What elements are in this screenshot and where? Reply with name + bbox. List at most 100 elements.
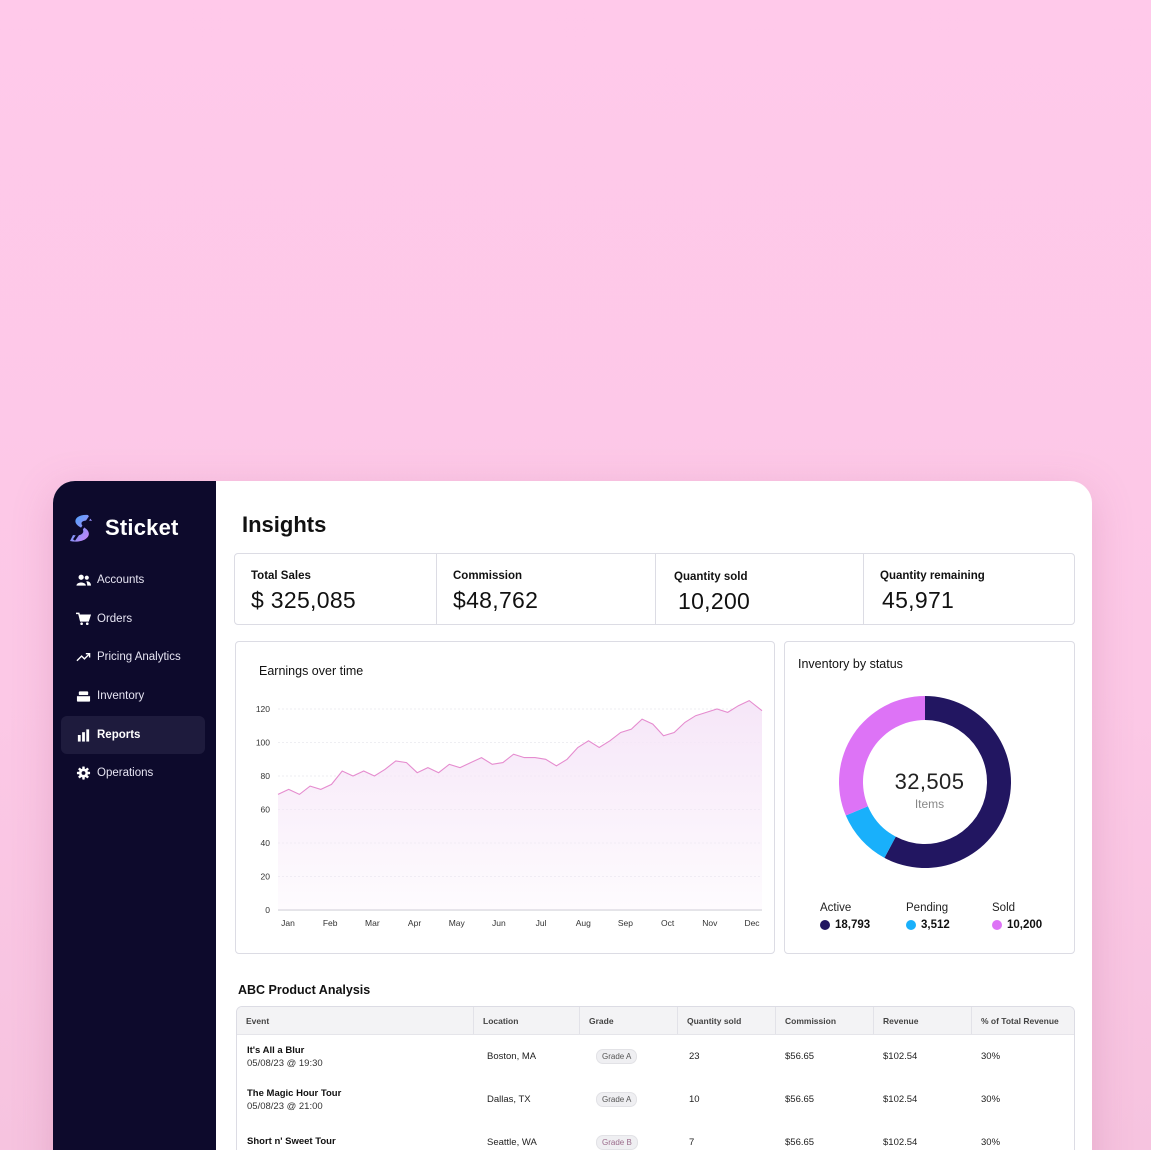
legend-value: 3,512	[921, 919, 950, 931]
y-tick-label: 100	[256, 738, 270, 748]
x-tick-label: May	[449, 918, 466, 928]
x-tick-label: Jan	[281, 918, 295, 928]
sidebar-item-label: Inventory	[97, 690, 145, 703]
sidebar-item-label: Accounts	[97, 574, 145, 586]
inventory-card: Inventory by status 32,505 Items Active …	[784, 641, 1075, 954]
kpi-row: Total Sales $ 325,085 Commission $48,762…	[234, 553, 1075, 625]
earnings-title: Earnings over time	[259, 664, 364, 678]
column-header-commission[interactable]: Commission	[776, 1007, 874, 1034]
kpi-value: 45,971	[882, 587, 955, 613]
y-tick-label: 20	[261, 872, 271, 882]
table-row[interactable]: Short n' Sweet Tour Seattle, WA Grade B …	[237, 1121, 1074, 1150]
column-header-pct-total-revenue[interactable]: % of Total Revenue	[981, 1015, 1059, 1026]
cart-icon	[75, 612, 91, 626]
revenue: $102.54	[883, 1094, 918, 1105]
event-name: Short n' Sweet Tour	[247, 1136, 336, 1147]
table-title: ABC Product Analysis	[238, 983, 371, 997]
revenue: $102.54	[883, 1051, 918, 1062]
x-tick-label: Jul	[536, 918, 547, 928]
legend-active: Active 18,793	[820, 902, 870, 931]
grade-badge: Grade A	[596, 1049, 638, 1064]
legend-sold: Sold 10,200	[992, 902, 1042, 931]
gear-icon	[75, 766, 91, 780]
pct-total-revenue: 30%	[981, 1094, 1001, 1105]
x-tick-label: Dec	[744, 918, 760, 928]
x-tick-label: Aug	[576, 918, 591, 928]
kpi-quantity-sold: Quantity sold 10,200	[656, 554, 864, 624]
legend-label: Active	[820, 902, 852, 914]
donut-slice-active[interactable]	[884, 696, 1011, 868]
inventory-donut-chart	[839, 696, 1011, 868]
x-tick-label: Oct	[661, 918, 675, 928]
pct-total-revenue: 30%	[981, 1137, 1001, 1148]
column-header-quantity-sold[interactable]: Quantity sold	[678, 1007, 776, 1034]
grade-badge: Grade B	[596, 1135, 638, 1150]
app-name: Sticket	[105, 515, 179, 540]
event-location: Seattle, WA	[487, 1137, 537, 1148]
x-tick-label: Mar	[365, 918, 380, 928]
column-header-revenue[interactable]: Revenue	[874, 1007, 972, 1034]
kpi-commission: Commission $48,762	[437, 554, 656, 624]
bar-chart-icon	[75, 728, 91, 742]
sidebar-item-accounts[interactable]: Accounts	[61, 561, 205, 599]
sidebar-item-label: Orders	[97, 612, 133, 625]
event-date: 05/08/23 @ 19:30	[247, 1057, 323, 1069]
column-header-event[interactable]: Event	[237, 1007, 474, 1034]
logo[interactable]: Sticket	[68, 513, 179, 543]
commission: $56.65	[785, 1051, 815, 1062]
legend-dot	[820, 920, 830, 930]
commission: $56.65	[785, 1094, 815, 1105]
sidebar-item-label: Operations	[97, 767, 154, 780]
table-header: Event Location Grade Quantity sold Commi…	[237, 1007, 1074, 1035]
legend-label: Pending	[906, 902, 949, 914]
earnings-area	[278, 700, 762, 910]
earnings-card: Earnings over time 0 20 40 60 80 100 120 Jan Feb…	[235, 641, 775, 954]
x-tick-label: Feb	[323, 918, 338, 928]
quantity-sold: 23	[689, 1051, 700, 1062]
users-icon	[75, 573, 91, 587]
kpi-total-sales: Total Sales $ 325,085	[235, 554, 437, 624]
pct-total-revenue: 30%	[981, 1051, 1001, 1062]
commission: $56.65	[785, 1137, 815, 1148]
sidebar-item-label: Pricing Analytics	[97, 651, 181, 664]
x-tick-label: Sep	[618, 918, 633, 928]
main-content: Insights Total Sales $ 325,085 Commissio…	[216, 481, 1092, 1150]
sidebar-item-pricing-analytics[interactable]: Pricing Analytics	[61, 638, 205, 676]
sidebar-item-label: Reports	[97, 728, 141, 741]
quantity-sold: 7	[689, 1137, 695, 1148]
x-tick-label: Jun	[492, 918, 506, 928]
donut-slice-pending[interactable]	[845, 806, 896, 858]
y-tick-label: 0	[265, 905, 270, 915]
x-tick-label: Apr	[408, 918, 421, 928]
app-window: Sticket Accounts Orders Pricing Analytic…	[53, 481, 1092, 1150]
sidebar: Sticket Accounts Orders Pricing Analytic…	[53, 481, 216, 1150]
y-tick-label: 40	[261, 838, 271, 848]
sidebar-item-reports[interactable]: Reports	[61, 715, 205, 754]
kpi-value: 10,200	[678, 588, 751, 614]
sidebar-item-inventory[interactable]: Inventory	[61, 677, 205, 715]
legend-dot	[992, 920, 1002, 930]
kpi-label: Commission	[453, 570, 523, 582]
sticket-logo-icon	[70, 514, 92, 542]
kpi-value: $48,762	[453, 587, 539, 613]
product-table: Event Location Grade Quantity sold Commi…	[236, 1006, 1075, 1150]
inventory-title: Inventory by status	[798, 657, 903, 671]
earnings-chart: 0 20 40 60 80 100 120 Jan Feb Mar Apr May Jun Jul Aug S…	[256, 699, 763, 928]
legend-value: 18,793	[835, 919, 871, 931]
sidebar-item-operations[interactable]: Operations	[61, 754, 205, 792]
sidebar-item-orders[interactable]: Orders	[61, 600, 205, 638]
column-header-grade[interactable]: Grade	[580, 1007, 678, 1034]
y-tick-label: 60	[261, 805, 271, 815]
kpi-label: Quantity sold	[674, 571, 748, 583]
page-title: Insights	[242, 512, 327, 537]
sidebar-nav: Accounts Orders Pricing Analytics Invent…	[61, 561, 205, 793]
table-row[interactable]: It's All a Blur 05/08/23 @ 19:30 Boston,…	[237, 1035, 1074, 1078]
donut-slice-sold[interactable]	[839, 696, 925, 816]
earnings-line	[277, 699, 763, 796]
event-location: Dallas, TX	[487, 1094, 531, 1105]
table-row[interactable]: The Magic Hour Tour 05/08/23 @ 21:00 Dal…	[237, 1078, 1074, 1121]
trend-up-icon	[75, 650, 91, 664]
grade-badge: Grade A	[596, 1092, 638, 1107]
legend-value: 10,200	[1007, 919, 1043, 931]
column-header-location[interactable]: Location	[474, 1007, 580, 1034]
